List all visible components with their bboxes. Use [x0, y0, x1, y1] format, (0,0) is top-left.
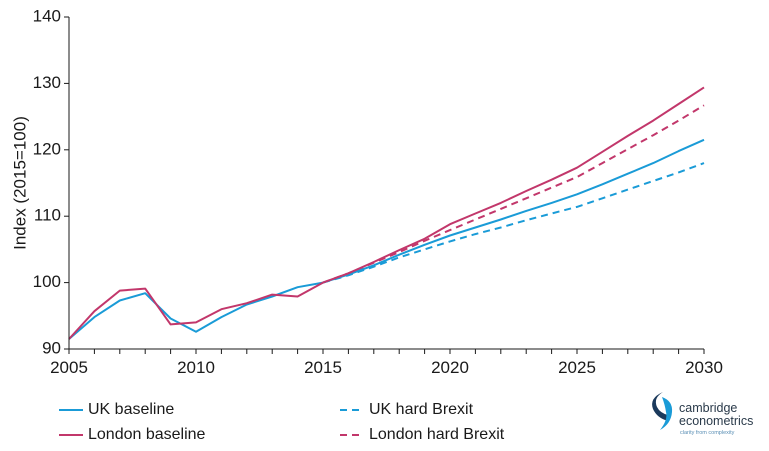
legend-item: UK baseline — [59, 401, 174, 418]
x-tick-label: 2010 — [177, 358, 215, 377]
series-line-london-hard-brexit — [322, 104, 705, 284]
legend: UK baseline London baseline UK hard Brexit… — [59, 401, 505, 443]
y-tick-label: 100 — [33, 272, 61, 291]
legend-item: UK hard Brexit — [340, 401, 474, 418]
logo-tagline: clarity from complexity — [680, 430, 735, 436]
series-line-uk-hard-brexit — [322, 162, 705, 284]
x-tick-label: 2030 — [685, 358, 723, 377]
cambridge-econometrics-logo: cambridge econometrics clarity from comp… — [652, 392, 753, 436]
y-axis-title: Index (2015=100) — [10, 116, 29, 250]
y-tick-label: 130 — [33, 73, 61, 92]
y-tick-label: 110 — [34, 206, 61, 225]
legend-item: London baseline — [59, 426, 206, 443]
y-tick-label: 90 — [42, 338, 61, 357]
logo-mark-icon — [652, 392, 673, 430]
legend-item: London hard Brexit — [340, 426, 505, 443]
x-axis-ticks: 2005 2010 2015 2020 2025 2030 — [50, 349, 723, 377]
x-tick-label: 2015 — [304, 358, 342, 377]
logo-name-line2: econometrics — [679, 414, 753, 428]
legend-label: UK baseline — [88, 401, 174, 418]
x-tick-label: 2005 — [50, 358, 88, 377]
y-tick-label: 120 — [33, 139, 61, 158]
x-tick-label: 2025 — [558, 358, 596, 377]
legend-label: UK hard Brexit — [369, 401, 474, 418]
x-tick-label: 2020 — [431, 358, 469, 377]
legend-label: London hard Brexit — [369, 426, 505, 443]
y-axis-ticks: 90 100 110 120 130 140 — [33, 6, 69, 357]
series-layer — [68, 86, 705, 340]
logo-name-line1: cambridge — [679, 401, 737, 415]
legend-label: London baseline — [88, 426, 206, 443]
series-line-london-baseline — [68, 86, 705, 340]
series-line-uk-baseline — [68, 138, 705, 340]
y-tick-label: 140 — [33, 6, 61, 25]
